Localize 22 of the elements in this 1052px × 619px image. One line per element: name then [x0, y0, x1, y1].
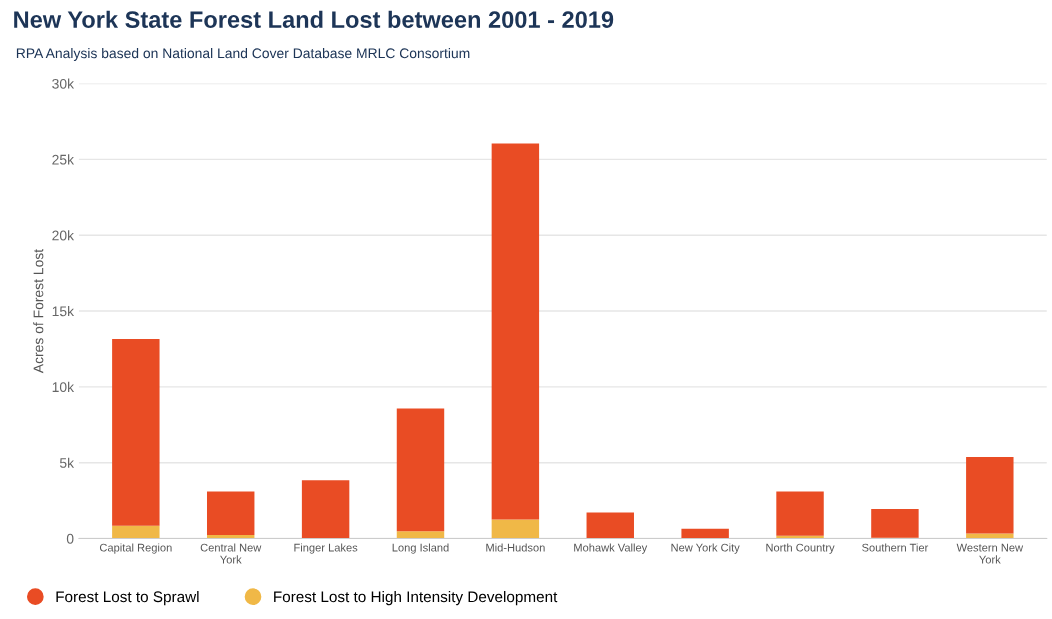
y-tick-label: 0	[66, 533, 74, 544]
y-tick-label: 5k	[59, 457, 75, 468]
x-tick-label: Capital Region	[99, 543, 172, 554]
y-axis-title: Acres of Forest Lost	[33, 249, 44, 374]
y-tick-label: 30k	[52, 78, 75, 89]
legend-label: Forest Lost to High Intensity Development	[274, 590, 558, 606]
x-tick-label: Western New York	[956, 543, 1024, 564]
x-tick-label: Mohawk Valley	[574, 543, 648, 554]
x-tick-label: New York City	[671, 543, 740, 554]
x-tick-label: Mid-Hudson	[486, 543, 545, 552]
x-tick-label: Long Island	[392, 543, 449, 554]
y-tick-label: 10k	[52, 381, 75, 393]
y-tick-label: 15k	[52, 306, 75, 317]
x-tick-label: North Country	[766, 543, 835, 554]
chart-title: New York State Forest Land Lost between 2001 - 2019	[14, 10, 614, 28]
y-tick-label: 20k	[52, 230, 75, 241]
chart-subtitle: RPA Analysis based on National Land Cover Database MRLC Consortium	[16, 48, 470, 61]
y-tick-label: 25k	[52, 154, 75, 165]
legend-label: Forest Lost to Sprawl	[56, 590, 199, 606]
x-tick-label: Southern Tier	[862, 543, 929, 552]
x-tick-label: Finger Lakes	[294, 543, 358, 554]
x-tick-label: Central New York	[200, 543, 262, 564]
